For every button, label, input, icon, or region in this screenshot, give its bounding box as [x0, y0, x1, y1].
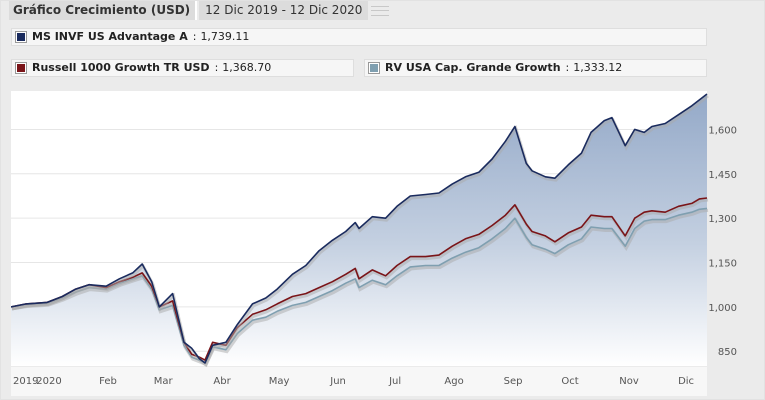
x-tick-label: Abr: [213, 376, 231, 387]
legend-swatch: [15, 62, 27, 74]
legend-swatch: [368, 62, 380, 74]
legend-item-fund[interactable]: MS INVF US Advantage A : 1,739.11: [11, 28, 707, 46]
legend-separator: :: [214, 61, 219, 74]
chart-title: Gráfico Crecimiento (USD): [9, 1, 198, 20]
y-tick-label: 1,600: [708, 125, 737, 136]
x-tick-label: Feb: [99, 376, 117, 387]
x-tick-label: Jun: [329, 376, 346, 387]
legend-item-index[interactable]: Russell 1000 Growth TR USD : 1,368.70: [11, 59, 354, 77]
x-tick-label: Jul: [388, 376, 401, 387]
y-tick-label: 1,000: [708, 303, 737, 314]
x-axis-strip: [11, 367, 707, 396]
x-tick-label: Oct: [561, 376, 578, 387]
x-tick-label: Ago: [444, 376, 463, 387]
chart-area: 2019 2020 Feb Mar Abr May Jun Jul Ago Sep Oct Nov Di…: [10, 91, 762, 396]
x-tick-label: Mar: [154, 376, 174, 387]
x-tick-label: Dic: [678, 376, 694, 387]
y-tick-label: 1,150: [708, 259, 737, 270]
series-line-index: [10, 197, 708, 361]
y-tick-label: 1,300: [708, 214, 737, 225]
title-bar: Gráfico Crecimiento (USD) 12 Dic 2019 - …: [9, 1, 369, 20]
legend-name: RV USA Cap. Grande Growth: [385, 61, 561, 74]
x-tick-label: Nov: [619, 376, 639, 387]
drag-handle-icon[interactable]: [371, 6, 389, 16]
x-tick-label: 2019: [13, 376, 38, 387]
y-tick-label: 1,450: [708, 170, 737, 181]
y-tick-label: 850: [718, 347, 737, 358]
legend-item-category[interactable]: RV USA Cap. Grande Growth : 1,333.12: [364, 59, 707, 77]
legend-name: Russell 1000 Growth TR USD: [32, 61, 210, 74]
x-tick-label: May: [269, 376, 290, 387]
series-line-fund: [10, 93, 708, 364]
legend-value: 1,333.12: [573, 61, 623, 74]
legend-separator: :: [565, 61, 570, 74]
legend-swatch: [15, 31, 27, 43]
legend-separator: :: [192, 30, 197, 43]
legend-value: 1,368.70: [222, 61, 272, 74]
date-range[interactable]: 12 Dic 2019 - 12 Dic 2020: [199, 1, 369, 20]
legend-name: MS INVF US Advantage A: [32, 30, 188, 43]
x-tick-label: 2020: [36, 376, 61, 387]
x-tick-label: Sep: [504, 376, 523, 387]
legend-value: 1,739.11: [200, 30, 250, 43]
